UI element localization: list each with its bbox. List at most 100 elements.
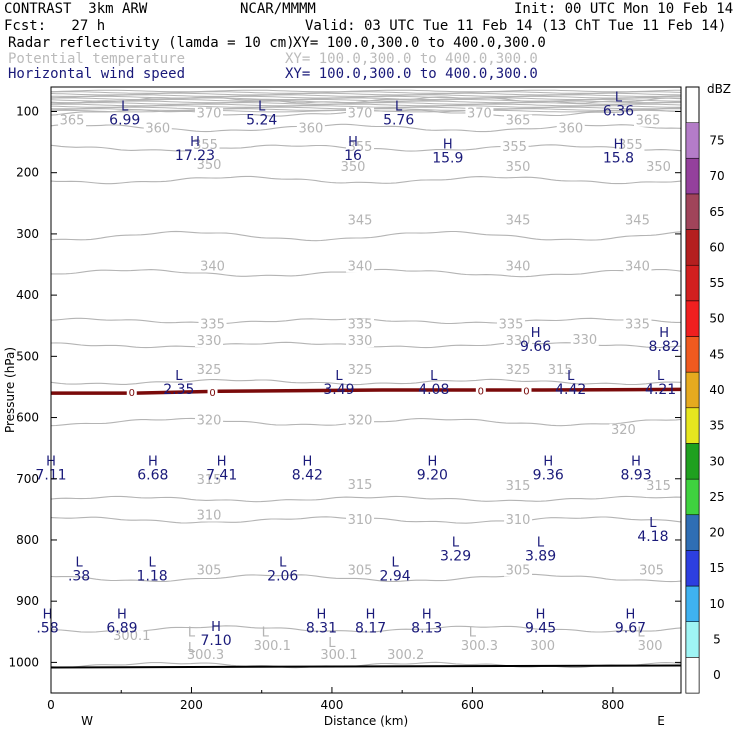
theta-label-bg <box>195 509 224 522</box>
colorbar-unit: dBZ <box>707 82 731 96</box>
theta-contour-label: 320 <box>611 423 636 438</box>
wind-extremum-type: L <box>335 369 343 384</box>
theta-contour-label: 335 <box>348 318 373 333</box>
freezing-level-label: 0 <box>209 388 215 399</box>
theta-label-bg <box>198 260 227 273</box>
theta-label-bg <box>504 513 533 526</box>
y-tick-label: 400 <box>16 288 39 302</box>
theta-label-bg <box>117 630 146 643</box>
x-tick-label: 600 <box>461 698 484 712</box>
wind-extremum-value: 16 <box>344 148 362 164</box>
theta-contour-line <box>50 89 682 93</box>
wind-extremum-type: H <box>614 138 624 153</box>
wind-extremum-value: 7.10 <box>200 633 231 649</box>
freezing-label-bg <box>126 387 137 398</box>
theta-label-bg <box>191 139 220 152</box>
field-wind: Horizontal wind speed <box>8 66 186 82</box>
wind-extremum-type: L <box>430 369 438 384</box>
theta-label-bg <box>346 564 375 577</box>
theta-contour-label: 315 <box>506 479 531 494</box>
theta-contour-label: 300.2 <box>387 648 424 663</box>
wind-extremum-type: H <box>190 135 200 150</box>
theta-contour-label: 345 <box>348 214 373 229</box>
colorbar-swatch <box>685 621 700 658</box>
theta-label-bg <box>339 161 368 174</box>
theta-contour-label: 300.3 <box>461 639 498 654</box>
wind-extremum-value: 9.36 <box>533 468 564 484</box>
theta-contour-label: 355 <box>502 140 527 155</box>
colorbar-level-label: 40 <box>709 383 724 397</box>
theta-contour-label: 320 <box>197 414 222 429</box>
wind-extremum-value: 3.29 <box>440 548 471 564</box>
theta-label-bg <box>465 107 494 120</box>
theta-label-bg <box>644 161 673 174</box>
theta-label-bg <box>504 480 533 493</box>
field-wind-xy: XY= 100.0,300.0 to 400.0,300.0 <box>285 66 538 82</box>
theta-extremum-marker: L <box>328 636 336 651</box>
colorbar-level-label: 60 <box>709 240 724 254</box>
colorbar-level-label: 20 <box>709 526 724 540</box>
colorbar-level-label: 55 <box>709 276 724 290</box>
theta-label-bg <box>195 335 224 348</box>
colorbar-swatch <box>685 122 700 159</box>
theta-contour-label: 355 <box>348 140 373 155</box>
colorbar-swatch <box>685 514 700 551</box>
header-model: CONTRAST 3km ARW <box>4 1 148 17</box>
wind-extremum-type: H <box>659 326 669 341</box>
theta-contour-label: 355 <box>193 138 218 153</box>
wind-extremum-type: L <box>452 535 460 550</box>
theta-label-bg <box>346 335 375 348</box>
theta-contour-label: 365 <box>636 114 661 129</box>
theta-label-bg <box>500 141 529 154</box>
theta-label-bg <box>195 414 224 427</box>
theta-contour-label: 370 <box>348 106 373 121</box>
theta-contour-label: 300 <box>638 639 663 654</box>
theta-contour-label: 300 <box>530 639 555 654</box>
y-tick-label: 200 <box>16 166 39 180</box>
theta-label-bg <box>609 423 638 436</box>
colorbar-swatch <box>685 300 700 337</box>
theta-label-bg <box>346 318 375 331</box>
freezing-level-label: 0 <box>129 388 135 399</box>
wind-extremum-value: 8.17 <box>355 621 386 637</box>
colorbar-swatch <box>685 336 700 373</box>
theta-label-bg <box>346 260 375 273</box>
colorbar-swatch <box>685 407 700 444</box>
wind-extremum-type: H <box>317 608 327 623</box>
theta-label-bg <box>570 333 599 346</box>
wind-extremum-value: 2.94 <box>380 569 411 585</box>
wind-extremum-type: H <box>211 620 221 635</box>
theta-contour-label: 360 <box>298 122 323 137</box>
theta-label-bg <box>346 414 375 427</box>
x-axis-west-label: W <box>81 714 93 728</box>
wind-extremum-type: L <box>258 100 266 115</box>
header-fcst: Fcst: 27 h <box>4 18 106 34</box>
theta-contour-label: 315 <box>548 363 573 378</box>
theta-contour-label: 310 <box>197 509 222 524</box>
wind-extremum-value: 7.41 <box>206 468 237 484</box>
x-tick-label: 400 <box>320 698 343 712</box>
theta-contour-label: 305 <box>506 564 531 579</box>
wind-extremum-type: H <box>536 608 546 623</box>
y-tick-label: 300 <box>16 227 39 241</box>
colorbar-level-label: 35 <box>709 419 724 433</box>
theta-contour-label: 325 <box>348 363 373 378</box>
wind-extremum-value: 9.66 <box>520 339 551 355</box>
wind-extremum-value: 9.67 <box>615 621 646 637</box>
terrain-surface-line <box>50 664 682 669</box>
y-tick-label: 600 <box>16 411 39 425</box>
theta-contour-label: 300.3 <box>187 648 224 663</box>
y-tick-label: 100 <box>16 104 39 118</box>
theta-contour-label: 350 <box>341 160 366 175</box>
wind-extremum-value: 3.49 <box>323 382 354 398</box>
theta-contour-label: 370 <box>467 106 492 121</box>
theta-extremum-marker: L <box>188 641 196 656</box>
wind-extremum-value: 3.89 <box>525 548 556 564</box>
theta-label-bg <box>195 474 224 487</box>
wind-speed-extrema: L6.99L5.24L5.76L6.36H17.23H16H15.9H15.8H… <box>35 90 682 669</box>
colorbar-level-label: 30 <box>709 454 724 468</box>
wind-extremum-value: 4.08 <box>418 382 449 398</box>
field-reflectivity: Radar reflectivity (lamda = 10 cm) <box>8 35 295 51</box>
theta-label-bg <box>504 564 533 577</box>
